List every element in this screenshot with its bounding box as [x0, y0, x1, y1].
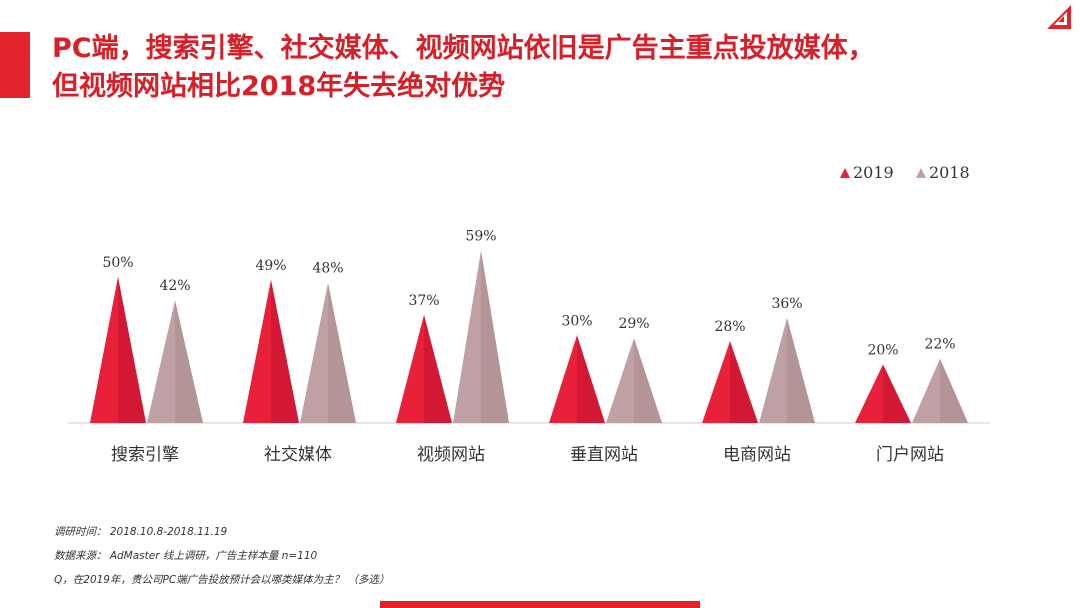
bar-2019-1 — [243, 279, 299, 423]
bar-2019-3 — [549, 335, 605, 423]
bar-shade-2018-2 — [481, 250, 509, 423]
category-label-1: 社交媒体 — [264, 445, 332, 465]
legend-marker-2018 — [916, 168, 926, 178]
title-line-2: 但视频网站相比2018年失去绝对优势 — [52, 71, 506, 102]
bar-2018-5 — [912, 358, 968, 423]
bar-2018-2 — [453, 250, 509, 423]
title-line-1: PC端，搜索引擎、社交媒体、视频网站依旧是广告主重点投放媒体， — [52, 33, 875, 64]
bar-shade-2018-1 — [328, 282, 356, 423]
title-accent-bar — [0, 32, 30, 98]
footer-accent-bar — [380, 601, 700, 608]
bar-2019-5 — [855, 364, 911, 423]
data-label-2019-3: 30% — [561, 313, 592, 329]
logo-icon — [1047, 5, 1071, 29]
bar-shade-2019-1 — [271, 279, 299, 423]
category-label-0: 搜索引擎 — [111, 445, 179, 465]
bar-shade-2019-3 — [577, 335, 605, 423]
category-label-2: 视频网站 — [417, 445, 485, 465]
page-title: PC端，搜索引擎、社交媒体、视频网站依旧是广告主重点投放媒体， 但视频网站相比2… — [52, 30, 1052, 106]
bar-chart: 50% 42% 搜索引擎 49% 48% 社交媒体 37% 59% 视频网站 30% 29% 垂直网站… — [68, 163, 990, 465]
bar-shade-2019-2 — [424, 314, 452, 423]
survey-period: 调研时间： 2018.10.8-2018.11.19 — [54, 526, 228, 538]
category-label-3: 垂直网站 — [570, 445, 638, 465]
category-label-4: 电商网站 — [723, 445, 791, 465]
data-label-2019-1: 49% — [255, 258, 286, 274]
bar-2018-4 — [759, 317, 815, 423]
data-label-2018-0: 42% — [159, 278, 190, 294]
data-label-2018-4: 36% — [771, 296, 802, 312]
data-label-2018-2: 59% — [465, 229, 496, 245]
bar-shade-2018-4 — [787, 317, 815, 423]
legend-label-2019: 2019 — [853, 163, 894, 182]
bar-shade-2019-5 — [883, 364, 911, 423]
bar-2018-3 — [606, 338, 662, 423]
data-label-2018-5: 22% — [924, 337, 955, 353]
category-label-5: 门户网站 — [876, 445, 944, 465]
bar-shade-2018-3 — [634, 338, 662, 423]
footnotes: 调研时间： 2018.10.8-2018.11.19 数据来源： AdMaste… — [54, 520, 390, 592]
legend-marker-2019 — [840, 168, 850, 178]
bar-shade-2019-0 — [118, 276, 146, 423]
data-source: 数据来源： AdMaster 线上调研，广告主样本量 n=110 — [54, 550, 318, 562]
bar-2018-0 — [147, 300, 203, 423]
bar-shade-2019-4 — [730, 341, 758, 423]
data-label-2018-1: 48% — [312, 261, 343, 277]
data-label-2019-5: 20% — [867, 343, 898, 359]
data-label-2018-3: 29% — [618, 316, 649, 332]
bar-2018-1 — [300, 282, 356, 423]
bar-2019-4 — [702, 341, 758, 423]
bar-shade-2018-5 — [940, 358, 968, 423]
data-label-2019-4: 28% — [714, 319, 745, 335]
legend-label-2018: 2018 — [929, 163, 970, 182]
bar-shade-2018-0 — [175, 300, 203, 423]
data-label-2019-0: 50% — [102, 255, 133, 271]
bar-2019-2 — [396, 314, 452, 423]
survey-question: Q，在2019年，贵公司PC端广告投放预计会以哪类媒体为主？ （多选） — [54, 574, 390, 586]
bar-2019-0 — [90, 276, 146, 423]
data-label-2019-2: 37% — [408, 293, 439, 309]
